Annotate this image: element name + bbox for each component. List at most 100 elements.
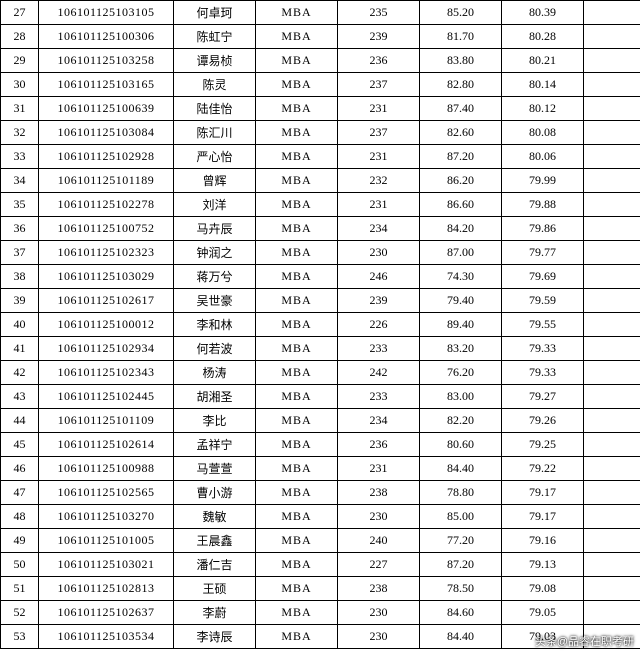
table-cell: 106101125103165 (39, 73, 174, 97)
table-cell (584, 241, 640, 265)
table-cell: 74.30 (420, 265, 502, 289)
table-cell: 79.86 (502, 217, 584, 241)
table-cell (584, 25, 640, 49)
table-cell: 238 (338, 577, 420, 601)
table-cell: 232 (338, 169, 420, 193)
table-cell: 83.80 (420, 49, 502, 73)
table-cell (584, 361, 640, 385)
table-cell (584, 481, 640, 505)
table-cell: MBA (256, 193, 338, 217)
table-cell: MBA (256, 121, 338, 145)
table-cell: 106101125100752 (39, 217, 174, 241)
table-cell: 230 (338, 241, 420, 265)
table-row: 46106101125100988马萱萱MBA23184.4079.22 (1, 457, 640, 481)
table-cell: 34 (1, 169, 39, 193)
table-cell: 85.20 (420, 1, 502, 25)
table-cell (584, 193, 640, 217)
table-cell: 胡湘圣 (174, 385, 256, 409)
table-cell: 46 (1, 457, 39, 481)
toutiao-icon (517, 632, 531, 649)
table-cell: 王硕 (174, 577, 256, 601)
table-cell (584, 577, 640, 601)
table-cell: 79.59 (502, 289, 584, 313)
table-cell: 杨涛 (174, 361, 256, 385)
table-cell: 45 (1, 433, 39, 457)
table-cell: 潘仁吉 (174, 553, 256, 577)
table-row: 38106101125103029蒋万兮MBA24674.3079.69 (1, 265, 640, 289)
table-cell: 106101125103258 (39, 49, 174, 73)
table-cell (584, 457, 640, 481)
table-cell: 79.77 (502, 241, 584, 265)
table-cell: 106101125102813 (39, 577, 174, 601)
table-cell: 230 (338, 505, 420, 529)
table-cell: 236 (338, 49, 420, 73)
table-cell: 80.60 (420, 433, 502, 457)
table-cell (584, 337, 640, 361)
table-cell: 马萱萱 (174, 457, 256, 481)
table-cell: MBA (256, 169, 338, 193)
table-cell: 何若波 (174, 337, 256, 361)
table-cell: MBA (256, 217, 338, 241)
table-cell: 89.40 (420, 313, 502, 337)
table-cell: 43 (1, 385, 39, 409)
table-cell: 106101125102323 (39, 241, 174, 265)
table-cell: 79.17 (502, 481, 584, 505)
table-row: 41106101125102934何若波MBA23383.2079.33 (1, 337, 640, 361)
table-row: 28106101125100306陈虹宁MBA23981.7080.28 (1, 25, 640, 49)
table-cell: MBA (256, 145, 338, 169)
table-cell: 王晨鑫 (174, 529, 256, 553)
table-cell: 233 (338, 337, 420, 361)
table-cell: 51 (1, 577, 39, 601)
table-cell: 78.50 (420, 577, 502, 601)
table-cell: 79.69 (502, 265, 584, 289)
table-cell: 79.16 (502, 529, 584, 553)
table-cell: 53 (1, 625, 39, 649)
table-cell: 106101125103029 (39, 265, 174, 289)
table-cell: 33 (1, 145, 39, 169)
table-row: 43106101125102445胡湘圣MBA23383.0079.27 (1, 385, 640, 409)
table-cell: 242 (338, 361, 420, 385)
table-cell: MBA (256, 529, 338, 553)
table-cell (584, 1, 640, 25)
table-cell: 226 (338, 313, 420, 337)
table-cell: 80.21 (502, 49, 584, 73)
table-cell: 239 (338, 25, 420, 49)
table-cell: 230 (338, 601, 420, 625)
table-cell: 79.88 (502, 193, 584, 217)
table-cell: 孟祥宁 (174, 433, 256, 457)
table-cell: 230 (338, 625, 420, 649)
table-row: 45106101125102614孟祥宁MBA23680.6079.25 (1, 433, 640, 457)
table-cell: 87.00 (420, 241, 502, 265)
table-cell: 79.26 (502, 409, 584, 433)
table-cell: 233 (338, 385, 420, 409)
table-cell: 240 (338, 529, 420, 553)
table-cell: 106101125103021 (39, 553, 174, 577)
table-row: 33106101125102928严心怡MBA23187.2080.06 (1, 145, 640, 169)
table-cell: 106101125101005 (39, 529, 174, 553)
table-row: 34106101125101189曾辉MBA23286.2079.99 (1, 169, 640, 193)
table-row: 35106101125102278刘洋MBA23186.6079.88 (1, 193, 640, 217)
table-cell: 231 (338, 457, 420, 481)
table-cell (584, 97, 640, 121)
table-cell: 79.33 (502, 337, 584, 361)
table-cell (584, 265, 640, 289)
table-cell: 82.20 (420, 409, 502, 433)
table-cell: 79.55 (502, 313, 584, 337)
table-cell: MBA (256, 313, 338, 337)
table-cell: 86.20 (420, 169, 502, 193)
table-cell: 83.00 (420, 385, 502, 409)
table-cell: 40 (1, 313, 39, 337)
table-cell: 80.12 (502, 97, 584, 121)
table-cell: 李比 (174, 409, 256, 433)
table-cell: 79.99 (502, 169, 584, 193)
table-cell: 蒋万兮 (174, 265, 256, 289)
table-cell: 231 (338, 193, 420, 217)
table-cell: 30 (1, 73, 39, 97)
table-cell (584, 145, 640, 169)
table-row: 42106101125102343杨涛MBA24276.2079.33 (1, 361, 640, 385)
table-row: 36106101125100752马卉辰MBA23484.2079.86 (1, 217, 640, 241)
table-cell: 李和林 (174, 313, 256, 337)
table-row: 30106101125103165陈灵MBA23782.8080.14 (1, 73, 640, 97)
table-cell: 79.22 (502, 457, 584, 481)
table-cell: 严心怡 (174, 145, 256, 169)
